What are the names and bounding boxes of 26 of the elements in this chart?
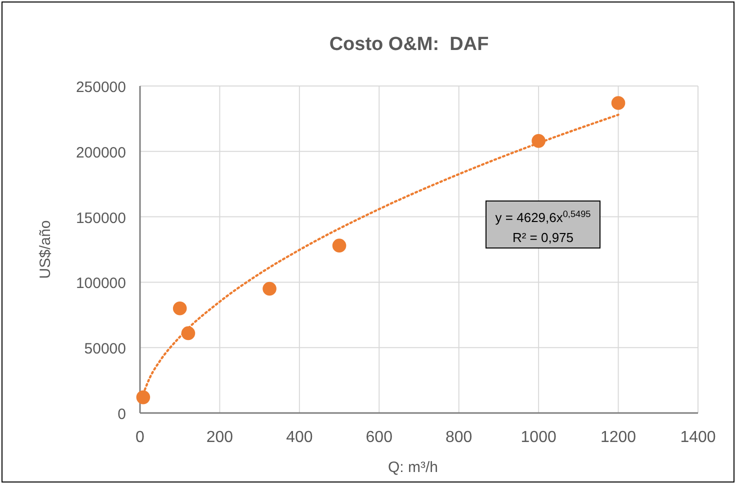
y-tick-label: 50000 (84, 340, 126, 358)
point (262, 282, 276, 296)
x-tick-label: 400 (286, 429, 313, 446)
annotation: y = 4629,6x$^{0,5495}$ (495, 209, 591, 225)
x-tick-label: 200 (206, 429, 234, 446)
x-tick-label: 0 (136, 429, 145, 446)
y-tick-label: 0 (118, 406, 126, 423)
point (136, 390, 150, 404)
point (611, 96, 626, 110)
y-axis-title: US$/año (37, 220, 54, 279)
y-tick-label: 100000 (76, 275, 126, 292)
y-tick-label: 250000 (76, 79, 126, 96)
x-tick-label: 1200 (600, 429, 636, 446)
x-tick-label: 800 (446, 429, 472, 446)
y-tick-label: 200000 (76, 144, 126, 162)
point (172, 301, 187, 316)
y-tick-label: 150000 (76, 210, 126, 227)
point (532, 134, 546, 148)
annotation: R² = 0,975 (512, 230, 574, 245)
chart-title: Costo O&M: DAF (329, 34, 489, 55)
x-tick-label: 600 (366, 429, 393, 446)
point (181, 326, 196, 340)
point (332, 238, 346, 252)
x-tick-label: 1000 (520, 429, 556, 446)
x-axis-title: Q: m³/h (388, 459, 438, 476)
x-tick-label: 1400 (680, 429, 716, 446)
